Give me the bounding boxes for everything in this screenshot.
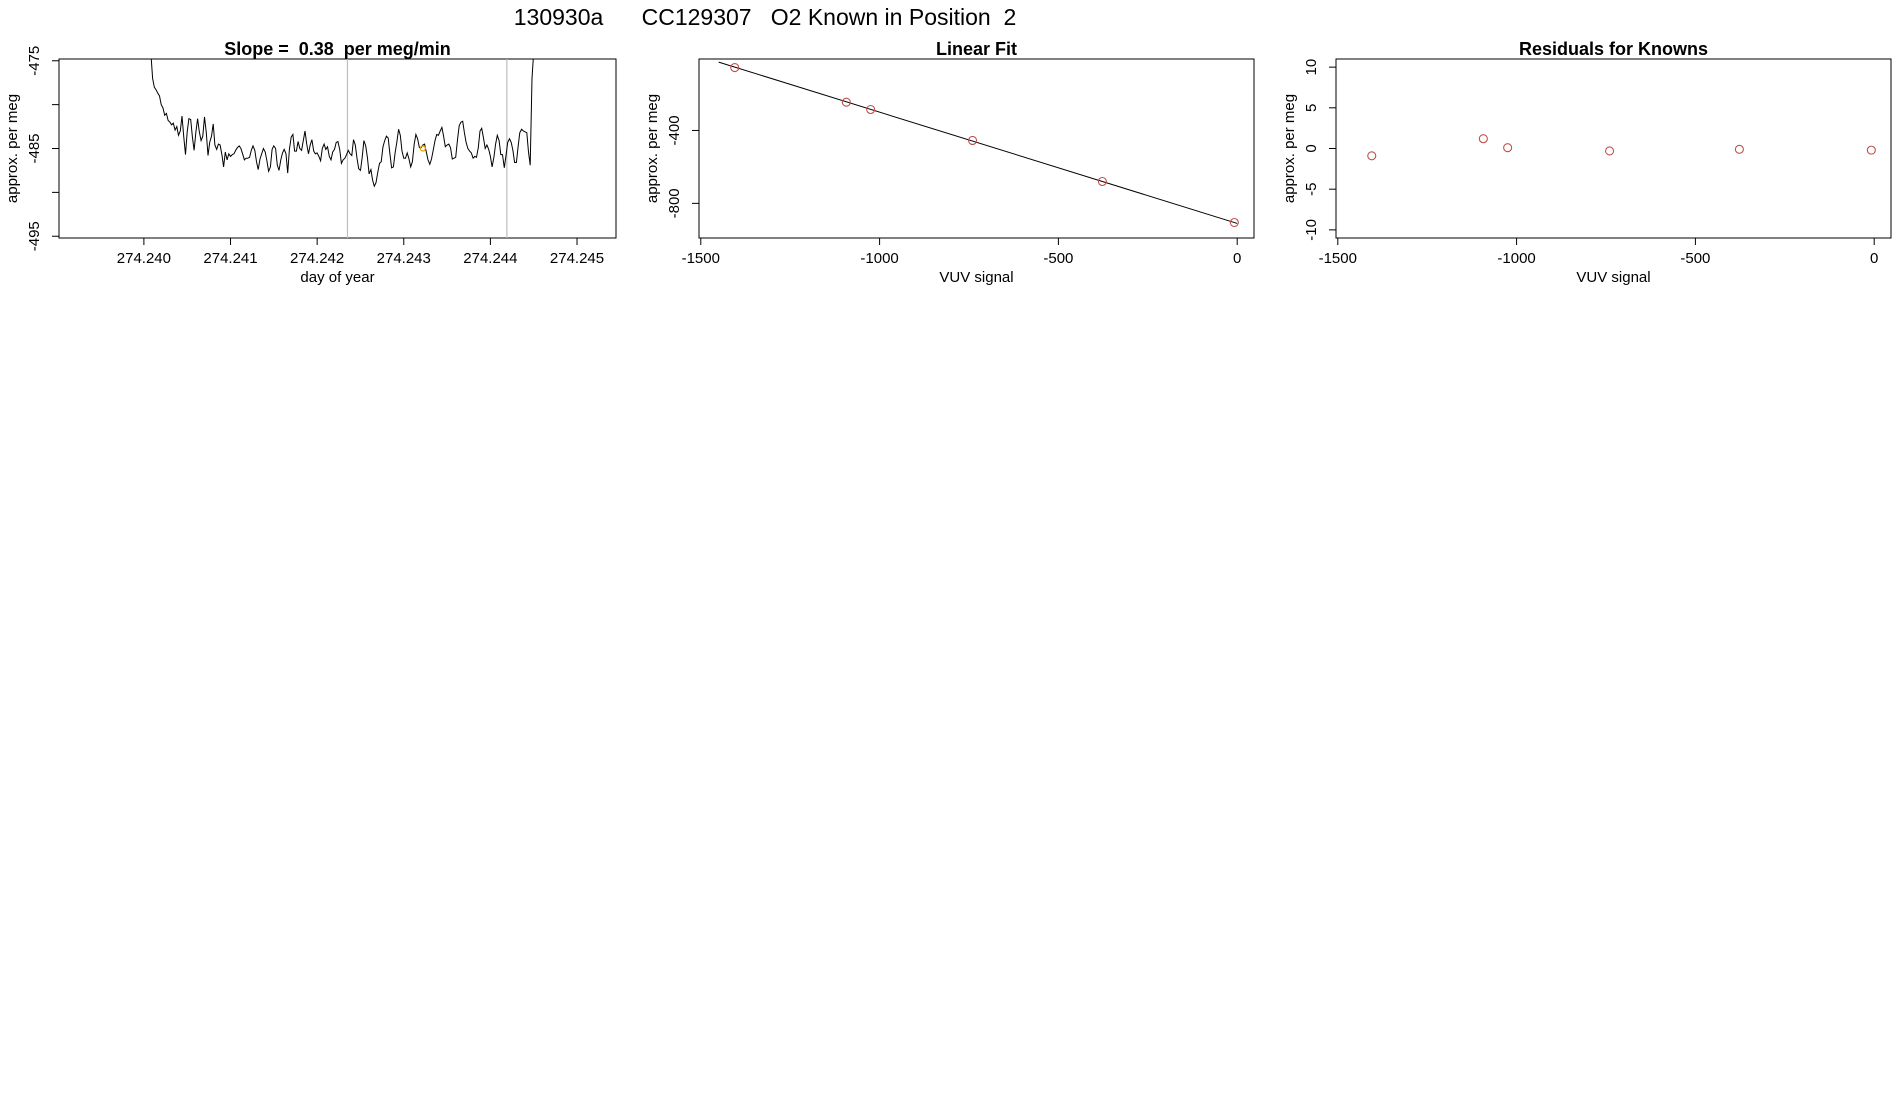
chart-panel-1: Slope = 0.38 per meg/min 274.240 274.241 27…: [4, 39, 617, 286]
y-tick-label: -800: [666, 188, 683, 218]
x-tick-label: 274.243: [377, 250, 431, 267]
x-tick-label: -1000: [1497, 250, 1535, 267]
trace-line: [150, 59, 534, 188]
figure-title: 130930a CC129307 O2 Known in Position 2: [514, 4, 1017, 30]
plot-frame: [698, 58, 1255, 239]
data-point: [730, 63, 740, 73]
y-axis-label: approx. per meg: [1281, 94, 1298, 203]
data-layer: [718, 61, 1239, 228]
y-tick-label: 5: [1303, 104, 1320, 112]
y-tick-label: -400: [666, 115, 683, 145]
x-tick-label: -1000: [860, 250, 898, 267]
data-point: [866, 104, 876, 115]
data-point: [1097, 176, 1107, 187]
x-tick-label: 274.244: [463, 250, 517, 267]
data-point: [968, 135, 978, 146]
chart-title: Residuals for Knowns: [1519, 39, 1708, 59]
fit-line: [718, 61, 1238, 224]
data-point: [1503, 143, 1513, 153]
y-axis-label: approx. per meg: [644, 94, 661, 203]
y-tick-label: -485: [26, 133, 43, 163]
chart-title: Linear Fit: [936, 39, 1017, 59]
average-point: [419, 145, 426, 152]
y-tick-label: 0: [1303, 144, 1320, 152]
y-tick-label: -10: [1303, 219, 1320, 241]
x-tick-label: 274.245: [550, 250, 604, 267]
plot-frame: [1335, 58, 1892, 239]
x-tick-label: -1500: [1319, 250, 1357, 267]
x-tick-label: 0: [1870, 250, 1878, 267]
x-axis-label: day of year: [300, 269, 374, 286]
panels: Slope = 0.38 per meg/min 274.240 274.241 27…: [4, 39, 1892, 286]
x-axis-label: VUV signal: [939, 269, 1013, 286]
x-tick-label: 0: [1233, 250, 1241, 267]
y-tick-label: -495: [26, 221, 43, 251]
y-tick-label: 10: [1303, 59, 1320, 76]
plot-frame: [58, 58, 617, 239]
chart-panel-2: Linear Fit -1500 -1000 -500 0 VUV signal -400 -…: [644, 39, 1255, 286]
x-axis-label: VUV signal: [1576, 269, 1650, 286]
chart-panel-3: Residuals for Knowns -1500 -1000 -500 0 VUV s…: [1281, 39, 1892, 286]
x-tick-label: -1500: [682, 250, 720, 267]
data-layer: [150, 59, 534, 238]
x-tick-label: -500: [1043, 250, 1073, 267]
x-tick-label: -500: [1680, 250, 1710, 267]
chart-title: Slope = 0.38 per meg/min: [224, 39, 451, 59]
x-tick-label: 274.241: [203, 250, 257, 267]
x-tick-label: 274.242: [290, 250, 344, 267]
data-point: [1229, 217, 1239, 228]
x-tick-label: 274.240: [117, 250, 171, 267]
y-tick-label: -475: [26, 46, 43, 76]
y-axis-label: approx. per meg: [4, 94, 21, 203]
data-point: [1478, 134, 1488, 144]
data-layer: [1367, 134, 1876, 161]
y-tick-label: -5: [1303, 183, 1320, 196]
data-point: [1605, 146, 1615, 156]
data-point: [1866, 145, 1876, 155]
data-point: [1367, 151, 1377, 161]
data-point: [841, 97, 851, 107]
data-point: [1734, 144, 1744, 154]
